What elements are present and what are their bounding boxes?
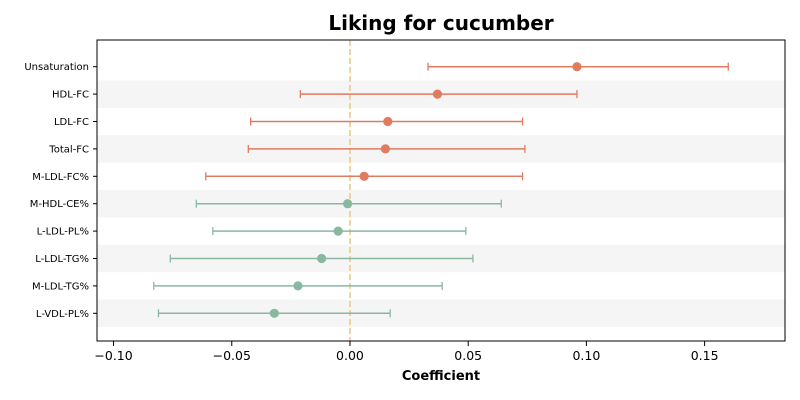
estimate-point (383, 116, 393, 127)
x-tick-label: −0.10 (94, 348, 132, 363)
x-tick-label: 0.10 (572, 348, 600, 363)
x-tick-label: 0.15 (691, 348, 719, 363)
y-tick-label: L-LDL-TG% (35, 254, 89, 265)
estimate-point (432, 89, 443, 99)
y-tick-label: HDL-FC (52, 90, 89, 101)
y-tick-label: L-LDL-PL% (37, 227, 89, 238)
estimate-point (380, 144, 391, 154)
x-tick-label: −0.05 (213, 348, 251, 363)
data-marks (153, 62, 729, 318)
y-tick-label: LDL-FC (54, 117, 89, 128)
x-tick-label: 0.05 (454, 348, 482, 363)
y-tick-label: M-HDL-CE% (30, 199, 89, 210)
estimate-point (269, 308, 279, 318)
estimate-point (293, 281, 303, 291)
y-tick-label: L-VDL-PL% (36, 309, 89, 320)
x-axis-ticks: −0.10 −0.05 0.00 0.05 0.10 0.15 (94, 341, 719, 363)
chart-title: Liking for cucumber (328, 11, 553, 35)
estimate-point (359, 171, 369, 181)
estimate-point (317, 253, 327, 264)
x-axis-label: Coefficient (402, 369, 480, 384)
estimate-point (333, 226, 343, 236)
y-tick-label: Unsaturation (24, 62, 89, 73)
y-axis-ticks: Unsaturation HDL-FC LDL-FC Total-FC M-LDL-FC… (24, 62, 97, 320)
y-tick-label: M-LDL-FC% (32, 172, 89, 183)
y-tick-label: M-LDL-TG% (32, 281, 89, 292)
plot-frame (96, 39, 786, 342)
y-tick-label: Total-FC (48, 144, 89, 155)
estimate-point (572, 62, 582, 72)
estimate-point (343, 199, 353, 209)
x-tick-label: 0.00 (336, 348, 364, 363)
